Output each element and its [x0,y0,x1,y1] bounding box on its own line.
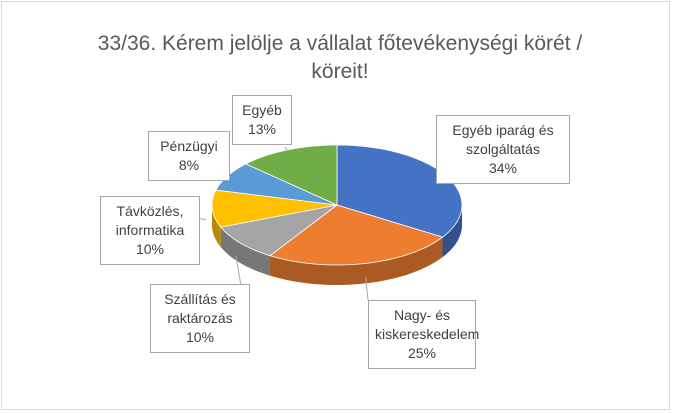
data-label: Nagy- és kiskereskedelem 25% [368,300,480,369]
slice-side [212,205,221,248]
data-label: Szállítás és raktározás 10% [150,284,250,353]
data-label-value: 10% [185,329,215,345]
data-label-value: 13% [247,121,277,137]
data-label-name: Egyéb iparág és szolgáltatás [452,122,554,157]
data-label-name: Pénzügyi [160,138,218,154]
leader-line [284,146,288,151]
leader-line [365,276,369,301]
data-label-name: Nagy- és kiskereskedelem [375,307,480,342]
data-label-name: Egyéb [242,102,282,118]
data-label-name: Szállítás és raktározás [164,291,236,326]
slice [211,189,338,228]
leader-line [235,255,242,285]
data-label: Távközlés, informatika 10% [100,196,200,265]
chart-title: 33/36. Kérem jelölje a vállalat főtevéke… [97,32,583,83]
data-label: Egyéb 13% [232,95,292,145]
slice-side [270,237,443,285]
data-label-value: 10% [135,241,165,257]
data-label-value: 34% [488,160,518,176]
leader-line [199,218,207,220]
data-label-value: 8% [178,157,200,173]
slice-side [220,227,271,276]
data-label-value: 25% [407,345,437,361]
data-label: Pénzügyi 8% [148,131,230,181]
data-label: Egyéb iparág és szolgáltatás 34% [436,115,570,184]
slice [244,144,338,206]
data-label-name: Távközlés, informatika [115,203,185,238]
slice-side [442,205,462,258]
slice [220,204,338,257]
slice [269,204,444,266]
